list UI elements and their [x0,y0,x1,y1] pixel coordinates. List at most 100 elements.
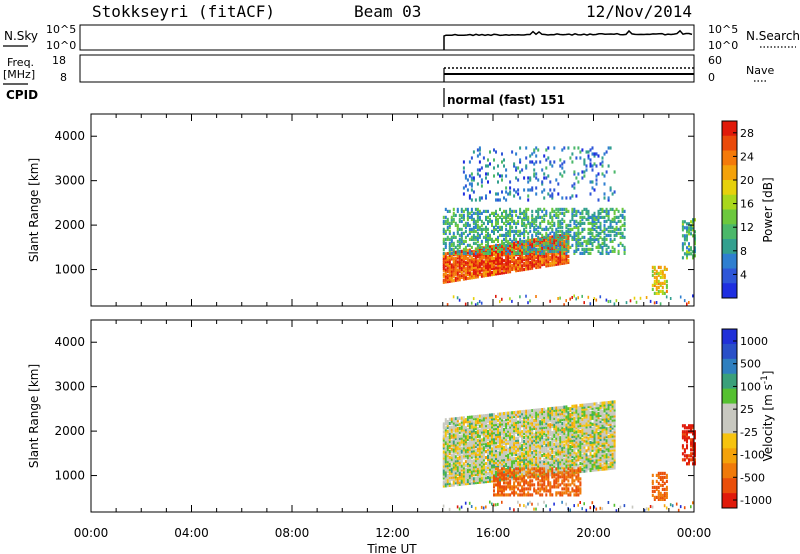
heatmap-cell [577,412,580,416]
heatmap-cell [683,220,686,224]
heatmap-cell [480,460,483,464]
heatmap-cell [545,489,548,493]
heatmap-cell [549,493,552,497]
heatmap-cell [559,483,562,487]
heatmap-cell [547,457,550,461]
heatmap-cell [681,226,684,230]
heatmap-cell [557,471,560,475]
heatmap-cell [555,440,558,444]
heatmap-cell [587,211,590,215]
heatmap-cell [458,239,461,243]
heatmap-cell [464,480,467,484]
heatmap-cell [681,246,684,250]
heatmap-cell [458,466,461,470]
heatmap-cell [587,295,590,299]
heatmap-cell [446,221,449,225]
heatmap-cell [517,188,520,192]
heatmap-cell [468,251,471,255]
heatmap-cell [466,473,469,478]
heatmap-cell [487,479,489,483]
heatmap-cell [579,461,582,466]
heatmap-cell [454,245,457,249]
heatmap-cell [456,223,459,227]
heatmap-cell [511,461,514,465]
heatmap-cell [466,431,469,436]
heatmap-cell [531,465,534,469]
heatmap-cell [609,239,612,243]
heatmap-cell [533,225,536,229]
heatmap-cell [495,446,497,451]
heatmap-cell [551,263,554,267]
heatmap-cell [511,439,514,443]
heatmap-cell [585,439,588,443]
heatmap-cell [505,270,508,274]
heatmap-cell [547,449,550,453]
heatmap-cell [480,272,483,276]
heatmap-cell [493,247,495,251]
heatmap-cell [549,407,552,411]
heatmap-cell [456,260,459,264]
heatmap-cell [525,239,528,243]
heatmap-cell [478,472,481,476]
heatmap-cell [541,263,544,267]
heatmap-cell [507,215,510,219]
heatmap-cell [535,432,538,436]
heatmap-cell [585,449,588,453]
heatmap-cell [533,168,536,172]
heatmap-cell [529,469,532,473]
heatmap-cell [575,464,578,468]
heatmap-cell [444,260,447,264]
heatmap-cell [569,223,572,227]
heatmap-cell [503,436,505,440]
heatmap-cell [521,416,524,420]
heatmap-cell [543,481,546,485]
heatmap-cell [515,442,518,446]
heatmap-cell [480,414,483,418]
heatmap-cell [513,439,516,443]
heatmap-cell [521,239,524,243]
heatmap-cell [581,457,584,461]
heatmap-cell [557,256,560,260]
heatmap-cell [577,485,580,489]
heatmap-cell [513,261,516,265]
heatmap-cell [559,158,562,162]
heatmap-cell [472,431,475,435]
heatmap-cell [515,450,518,454]
heatmap-cell [480,184,483,188]
heatmap-cell [535,408,538,412]
heatmap-cell [513,445,516,449]
heatmap-cell [450,239,453,243]
heatmap-cell [462,464,465,468]
heatmap-cell [515,166,518,170]
heatmap-cell [529,411,532,415]
heatmap-cell [525,164,528,168]
heatmap-cell [547,433,550,437]
heatmap-cell [561,207,564,211]
heatmap-cell [499,416,501,420]
heatmap-cell [581,425,584,429]
heatmap-cell [525,453,528,457]
heatmap-cell [466,449,469,454]
heatmap-cell [444,434,447,438]
heatmap-cell [533,229,536,233]
heatmap-cell [579,221,582,225]
heatmap-cell [507,483,510,487]
heatmap-cell [505,268,508,272]
heatmap-cell [513,489,516,493]
heatmap-cell [527,463,530,467]
heatmap-cell [585,427,588,431]
heatmap-cell [450,441,453,445]
heatmap-cell [575,477,578,481]
heatmap-cell [589,428,592,433]
heatmap-cell [553,414,556,418]
heatmap-cell [613,219,616,223]
heatmap-cell [487,239,489,243]
heatmap-cell [509,473,512,477]
heatmap-cell [525,419,528,423]
heatmap-cell [487,265,489,269]
heatmap-cell [480,464,483,468]
heatmap-cell [517,430,520,434]
heatmap-cell [573,493,576,497]
heatmap-cell [446,440,449,444]
heatmap-cell [493,425,495,429]
